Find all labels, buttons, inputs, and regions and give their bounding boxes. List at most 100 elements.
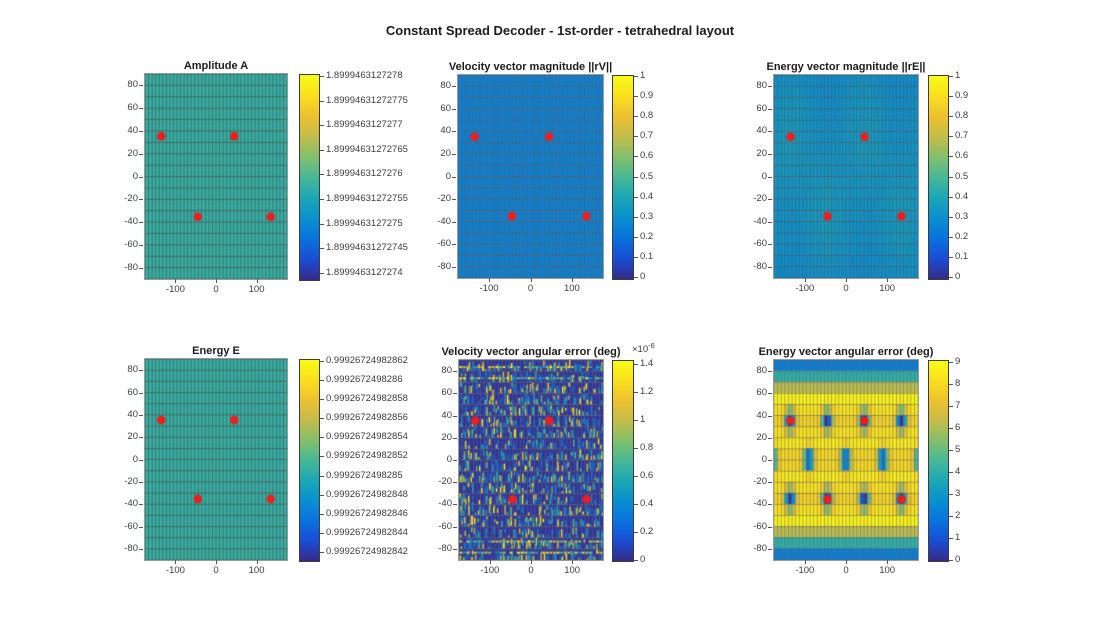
y-tick-label: 80: [88, 79, 143, 91]
y-tick-label: 60: [717, 103, 772, 115]
x-tick-label: -100: [150, 560, 200, 577]
colorbar-tick-label: 0.3: [633, 210, 654, 222]
panel-title: Energy vector angular error (deg): [758, 346, 934, 358]
x-tick-label: -100: [464, 278, 514, 295]
y-tick-label: -60: [401, 238, 456, 250]
x-tick-label: -100: [150, 279, 200, 296]
y-tick-label: -40: [402, 498, 457, 510]
colorbar-tick-label: 0.99926724982848: [320, 488, 408, 500]
colorbar-tick-label: 0.99926724982858: [320, 392, 408, 404]
figure-title: Constant Spread Decoder - 1st-order - te…: [385, 23, 735, 38]
colorbar-tick-label: 0.5: [633, 170, 654, 182]
colorbar-tick-label: 0.4: [948, 190, 969, 202]
colorbar-tick-label: 0.2: [948, 231, 969, 243]
colorbar-tick-label: 0.8: [633, 110, 654, 121]
y-tick-label: 40: [402, 410, 457, 422]
y-tick-label: 20: [402, 432, 457, 444]
colorbar-tick-label: 0.9: [633, 89, 654, 101]
colorbar-exponent-label: ×10-6: [632, 341, 655, 355]
y-tick-label: -20: [401, 193, 456, 205]
y-tick-label: 80: [717, 80, 772, 92]
x-tick-label: 100: [547, 278, 597, 295]
x-tick-label: -100: [780, 560, 830, 577]
y-tick-label: 0: [401, 171, 456, 183]
y-tick-label: 40: [717, 410, 772, 422]
y-tick-label: 0: [717, 454, 772, 466]
y-tick-label: 80: [402, 365, 457, 377]
y-tick-label: -80: [88, 262, 143, 274]
heatmap-velocity-vector-angular-error: [458, 359, 604, 561]
y-tick-label: 40: [717, 125, 772, 137]
colorbar-amplitude-a: [299, 74, 320, 281]
colorbar-tick-label: 1.8999463127274: [320, 266, 403, 278]
y-tick-label: -20: [717, 193, 772, 205]
colorbar-tick-label: 0.7: [948, 130, 969, 142]
y-tick-label: 60: [88, 102, 143, 114]
colorbar-tick-label: 1: [948, 69, 961, 81]
colorbar-tick-label: 0.3: [948, 210, 969, 222]
y-tick-label: 40: [88, 125, 143, 137]
x-tick-label: 0: [821, 560, 871, 577]
y-tick-label: -60: [88, 521, 143, 533]
colorbar-tick-label: 0.5: [948, 170, 969, 182]
x-tick-label: 100: [547, 560, 597, 577]
colorbar-tick-label: 0.9992672498286: [320, 373, 403, 385]
x-tick-label: 0: [506, 278, 556, 295]
colorbar-tick-label: 0.99926724982844: [320, 527, 408, 539]
y-tick-label: 60: [401, 103, 456, 115]
colorbar-tick-label: 0.9992672498285: [320, 469, 403, 481]
x-tick-label: 0: [821, 278, 871, 295]
colorbar-tick-label: 0: [948, 271, 961, 283]
x-tick-label: -100: [780, 278, 830, 295]
colorbar-tick-label: 0.99926724982856: [320, 412, 408, 424]
x-tick-label: -100: [465, 560, 515, 577]
colorbar-tick-label: 0: [633, 554, 646, 565]
y-tick-label: -80: [717, 543, 772, 555]
y-tick-label: 60: [88, 387, 143, 399]
colorbar-tick-label: 0.4: [633, 497, 654, 509]
colorbar-tick-label: 4: [948, 465, 961, 477]
colorbar-tick-label: 0.8: [948, 110, 969, 121]
colorbar-tick-label: 8: [948, 377, 961, 389]
colorbar-tick-label: 1.8999463127278: [320, 70, 403, 82]
panel-title: Energy E: [192, 345, 240, 357]
colorbar-energy-vector-angular-error: [928, 360, 949, 562]
heatmap-energy-vector-angular-error: [773, 359, 919, 561]
heatmap-amplitude-a: [144, 73, 288, 280]
y-tick-label: 20: [401, 148, 456, 160]
y-tick-label: -40: [401, 216, 456, 228]
colorbar-tick-label: 0.4: [633, 190, 654, 202]
y-tick-label: 80: [717, 365, 772, 377]
colorbar-tick-label: 0.99926724982854: [320, 431, 408, 443]
x-tick-label: 100: [862, 278, 912, 295]
y-tick-label: -60: [717, 521, 772, 533]
y-tick-label: -80: [88, 543, 143, 555]
colorbar-tick-label: 6: [948, 421, 961, 433]
y-tick-label: -20: [88, 193, 143, 205]
y-tick-label: -60: [402, 521, 457, 533]
colorbar-tick-label: 0.8: [633, 441, 654, 453]
colorbar-tick-label: 1: [633, 69, 646, 81]
panel-title: Velocity vector magnitude ||rV||: [448, 61, 613, 73]
colorbar-tick-label: 5: [948, 443, 961, 455]
y-tick-label: -40: [717, 216, 772, 228]
y-tick-label: 20: [717, 432, 772, 444]
y-tick-label: 40: [401, 125, 456, 137]
colorbar-velocity-vector-angular-error: [612, 360, 634, 562]
y-tick-label: 20: [88, 148, 143, 160]
colorbar-tick-label: 0.6: [633, 150, 654, 162]
colorbar-tick-label: 0.99926724982862: [320, 354, 408, 366]
exponent-power: -6: [648, 341, 655, 350]
colorbar-tick-label: 1.89994631272745: [320, 242, 408, 254]
y-tick-label: -80: [402, 543, 457, 555]
y-tick-label: -20: [88, 476, 143, 488]
x-tick-label: 100: [232, 279, 282, 296]
colorbar-tick-label: 3: [948, 487, 961, 499]
y-tick-label: -40: [88, 216, 143, 228]
panel-title: Velocity vector angular error (deg): [441, 346, 621, 358]
colorbar-tick-label: 0.1: [948, 251, 969, 263]
y-tick-label: -20: [402, 476, 457, 488]
x-tick-label: 100: [862, 560, 912, 577]
exponent-base: ×10: [632, 344, 649, 356]
